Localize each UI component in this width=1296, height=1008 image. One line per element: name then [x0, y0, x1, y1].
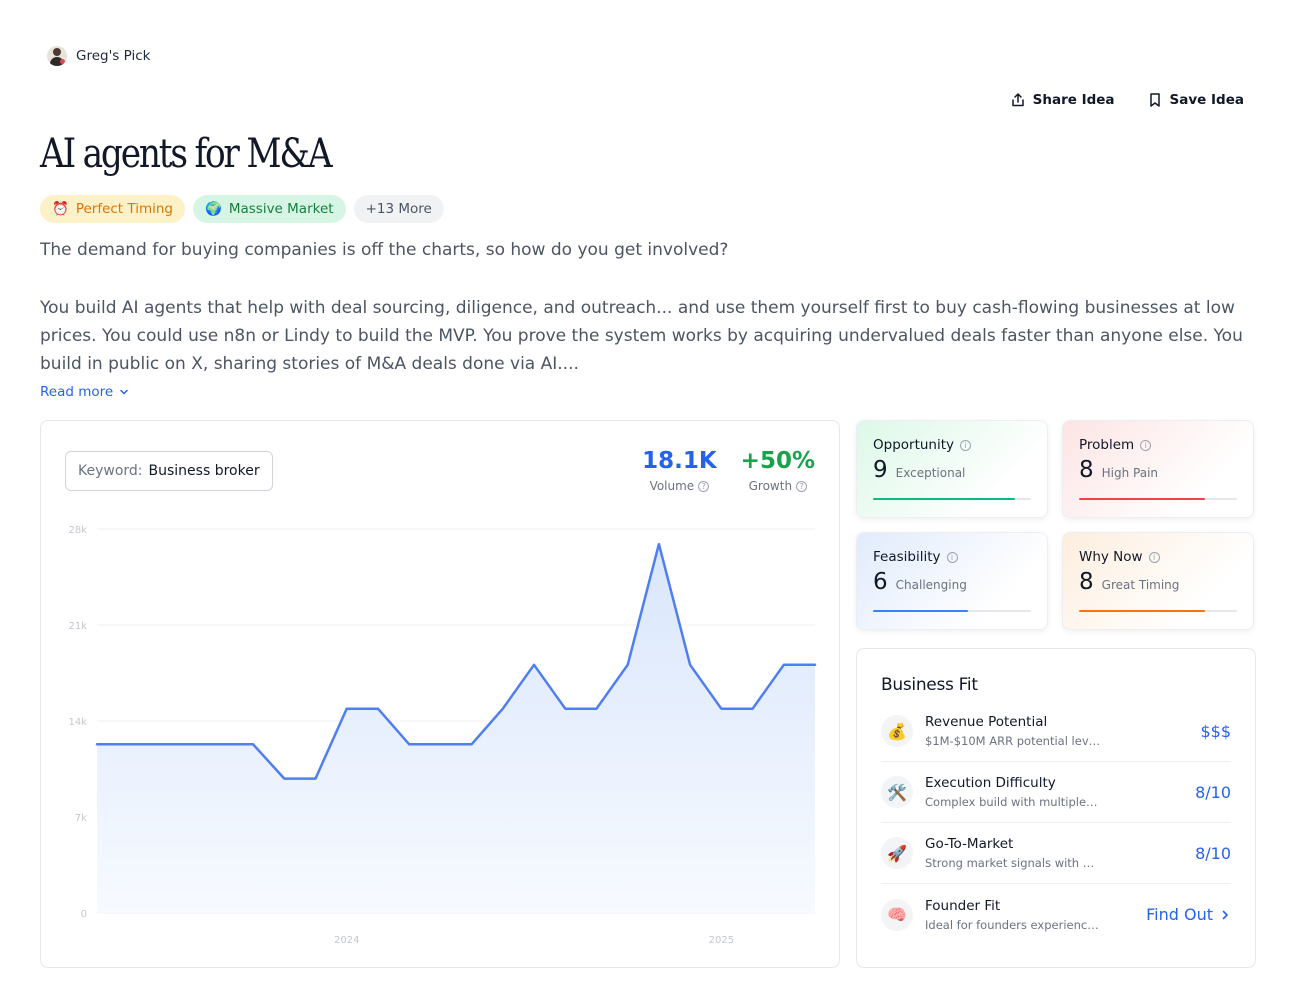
- score-title: Feasibility: [873, 549, 941, 565]
- score-value: 8: [1079, 457, 1094, 483]
- idea-description: You build AI agents that help with deal …: [40, 298, 1243, 374]
- fit-item-value: 8/10: [1195, 782, 1231, 802]
- search-trend-card: 0 7k 14k 21k 28k 2024 2025 Keyword: Business b…: [40, 420, 840, 968]
- keyword-value: Business broker: [148, 463, 260, 479]
- business-fit-list: 💰 Revenue Potential $1M-$10M ARR potenti…: [881, 701, 1231, 945]
- avatar: [47, 46, 67, 66]
- score-value: 9: [873, 457, 888, 483]
- tag-massive-market[interactable]: 🌍 Massive Market: [193, 195, 346, 223]
- save-idea-button[interactable]: Save Idea: [1147, 92, 1244, 108]
- gregs-pick-badge: Greg's Pick: [47, 46, 150, 66]
- tag-perfect-timing[interactable]: ⏰ Perfect Timing: [40, 195, 186, 223]
- idea-intro: The demand for buying companies is off t…: [40, 240, 729, 260]
- volume-value: 18.1K: [642, 448, 717, 474]
- help-icon[interactable]: ?: [796, 480, 808, 492]
- chevron-down-icon: [120, 389, 128, 395]
- why-now-score-card[interactable]: Why Now i 8 Great Timing: [1062, 532, 1254, 630]
- x-tick-label: 2024: [334, 935, 359, 946]
- execution-difficulty-row[interactable]: 🛠️ Execution Difficulty Complex build wi…: [881, 762, 1231, 823]
- score-bar-fill: [873, 498, 1016, 500]
- idea-actions: Share Idea Save Idea: [1010, 92, 1244, 108]
- score-bar: [1079, 610, 1237, 612]
- idea-title: AI agents for M&A: [40, 131, 333, 177]
- score-title: Why Now: [1079, 549, 1143, 565]
- fit-item-title: Execution Difficulty: [925, 775, 1056, 791]
- y-tick-label: 7k: [75, 813, 87, 824]
- fit-item-title: Revenue Potential: [925, 714, 1048, 730]
- keyword-label: Keyword:: [78, 463, 143, 479]
- alarm-clock-icon: ⏰: [52, 201, 69, 217]
- gregs-pick-label: Greg's Pick: [76, 48, 151, 64]
- tag-list: ⏰ Perfect Timing 🌍 Massive Market +13 Mo…: [40, 195, 444, 223]
- score-descriptor: High Pain: [1101, 466, 1159, 480]
- rocket-icon: 🚀: [881, 837, 913, 869]
- score-value: 8: [1079, 569, 1094, 595]
- fit-item-value: 8/10: [1195, 843, 1231, 863]
- problem-score-card[interactable]: Problem i 8 High Pain: [1062, 420, 1254, 518]
- fit-item-value: $$$: [1200, 721, 1231, 741]
- brain-icon: 🧠: [881, 898, 913, 931]
- share-idea-button[interactable]: Share Idea: [1010, 92, 1115, 108]
- score-descriptor: Challenging: [895, 578, 967, 592]
- info-icon[interactable]: i: [1140, 439, 1152, 451]
- y-tick-label: 28k: [68, 525, 87, 536]
- score-title: Opportunity: [873, 437, 955, 453]
- globe-icon: 🌍: [205, 201, 222, 217]
- info-icon[interactable]: i: [1148, 551, 1160, 563]
- more-tags-button[interactable]: +13 More: [353, 195, 444, 223]
- info-icon[interactable]: i: [960, 439, 972, 451]
- tools-icon: 🛠️: [881, 776, 913, 808]
- y-tick-label: 0: [81, 909, 87, 920]
- growth-value: +50%: [740, 448, 815, 474]
- y-tick-label: 21k: [68, 621, 87, 632]
- go-to-market-row[interactable]: 🚀 Go-To-Market Strong market signals wit…: [881, 823, 1231, 884]
- area-fill: [97, 544, 815, 913]
- fit-item-title: Go-To-Market: [925, 836, 1014, 852]
- score-bar: [873, 498, 1031, 500]
- score-bar-fill: [873, 610, 968, 612]
- fit-item-description: $1M-$10M ARR potential leve...: [925, 734, 1101, 748]
- score-bar-fill: [1079, 610, 1206, 612]
- score-value: 6: [873, 569, 888, 595]
- fit-item-description: Complex build with multiple in...: [925, 795, 1101, 809]
- feasibility-score-card[interactable]: Feasibility i 6 Challenging: [856, 532, 1048, 630]
- help-icon[interactable]: ?: [698, 480, 710, 492]
- trend-chart: 0 7k 14k 21k 28k 2024 2025: [68, 525, 817, 946]
- score-descriptor: Great Timing: [1101, 578, 1180, 592]
- read-more-link[interactable]: Read more: [40, 384, 129, 400]
- volume-label: Volume: [649, 479, 695, 493]
- business-fit-title: Business Fit: [881, 675, 978, 695]
- growth-stat: +50% Growth?: [741, 447, 815, 493]
- score-title: Problem: [1079, 437, 1135, 453]
- share-icon: [1011, 93, 1024, 107]
- info-icon[interactable]: i: [946, 551, 958, 563]
- y-tick-label: 14k: [68, 717, 87, 728]
- score-bar: [1079, 498, 1237, 500]
- bookmark-icon: [1149, 93, 1160, 107]
- business-fit-card: Business Fit 💰 Revenue Potential $1M-$10…: [856, 648, 1256, 968]
- volume-stat: 18.1K Volume?: [642, 447, 717, 493]
- keyword-stats: 18.1K Volume? +50% Growth?: [642, 447, 815, 493]
- score-bar: [873, 610, 1031, 612]
- x-tick-label: 2025: [709, 935, 734, 946]
- fit-item-description: Strong market signals with ear...: [925, 856, 1101, 870]
- score-bar-fill: [1079, 498, 1206, 500]
- money-bag-icon: 💰: [881, 715, 913, 747]
- find-out-button[interactable]: Find Out: [1146, 905, 1231, 924]
- founder-fit-row[interactable]: 🧠 Founder Fit Ideal for founders experie…: [881, 884, 1231, 945]
- growth-label: Growth: [748, 479, 793, 493]
- opportunity-score-card[interactable]: Opportunity i 9 Exceptional: [856, 420, 1048, 518]
- score-descriptor: Exceptional: [895, 466, 966, 480]
- keyword-select[interactable]: Keyword: Business broker: [65, 451, 273, 491]
- revenue-potential-row[interactable]: 💰 Revenue Potential $1M-$10M ARR potenti…: [881, 701, 1231, 762]
- fit-item-description: Ideal for founders experienced ...: [925, 917, 1101, 932]
- series-line: [95, 542, 817, 780]
- fit-item-title: Founder Fit: [925, 897, 1001, 914]
- chevron-right-icon: [1222, 910, 1228, 919]
